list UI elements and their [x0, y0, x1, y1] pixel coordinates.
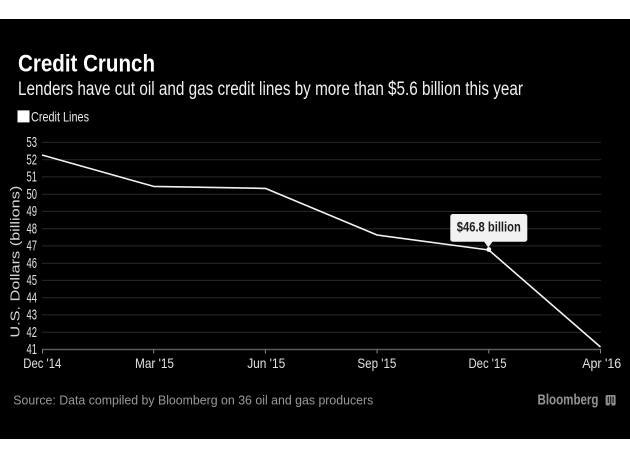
svg-text:$46.8 billion: $46.8 billion	[457, 219, 521, 234]
svg-text:43: 43	[27, 308, 38, 324]
svg-text:52: 52	[27, 153, 38, 169]
svg-text:51: 51	[27, 170, 38, 186]
svg-text:46: 46	[27, 256, 38, 272]
svg-text:Mar '15: Mar '15	[135, 355, 174, 371]
svg-text:Credit Crunch: Credit Crunch	[18, 51, 155, 78]
svg-text:Credit Lines: Credit Lines	[31, 109, 89, 125]
svg-text:42: 42	[27, 325, 38, 341]
svg-text:Dec '15: Dec '15	[469, 355, 507, 371]
svg-text:49: 49	[27, 204, 38, 220]
svg-text:41: 41	[27, 342, 38, 358]
svg-text:Jun '15: Jun '15	[247, 355, 285, 371]
svg-text:48: 48	[27, 222, 38, 238]
svg-text:45: 45	[27, 273, 38, 289]
svg-text:Source: Data compiled by Bloom: Source: Data compiled by Bloomberg on 36…	[13, 393, 373, 408]
svg-text:U.S. Dollars (billions): U.S. Dollars (billions)	[9, 186, 23, 338]
svg-text:47: 47	[27, 239, 38, 255]
svg-text:44: 44	[27, 291, 38, 307]
svg-text:Apr '16: Apr '16	[582, 355, 621, 371]
svg-text:Bloomberg: Bloomberg	[538, 393, 599, 409]
svg-text:53: 53	[27, 135, 38, 151]
svg-text:Sep '15: Sep '15	[357, 355, 396, 371]
svg-text:Lenders have cut oil and gas c: Lenders have cut oil and gas credit line…	[18, 79, 524, 100]
svg-text:Dec '14: Dec '14	[23, 355, 61, 371]
svg-text:50: 50	[27, 187, 38, 203]
